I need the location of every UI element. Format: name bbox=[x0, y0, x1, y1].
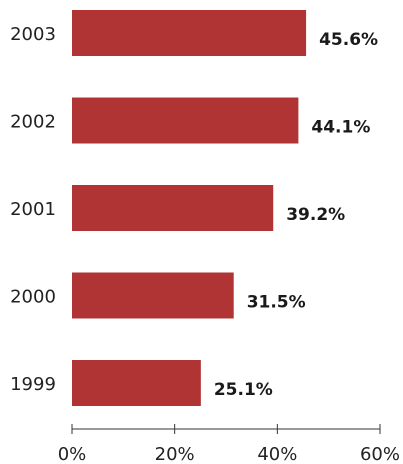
value-label-2001: 39.2% bbox=[286, 205, 345, 225]
category-label-2000: 2000 bbox=[10, 287, 56, 308]
bar-2003 bbox=[72, 10, 307, 56]
x-tick-label: 40% bbox=[257, 444, 297, 464]
value-label-2003: 45.6% bbox=[319, 30, 378, 50]
bar-1999 bbox=[72, 360, 201, 406]
category-label-2002: 2002 bbox=[10, 112, 56, 133]
category-label-2001: 2001 bbox=[10, 199, 56, 220]
category-label-2003: 2003 bbox=[10, 24, 56, 45]
bar-2000 bbox=[72, 272, 234, 319]
x-tick-label: 0% bbox=[58, 444, 87, 464]
value-label-2000: 31.5% bbox=[247, 293, 306, 313]
value-label-2002: 44.1% bbox=[311, 118, 370, 138]
bar-2002 bbox=[72, 97, 299, 144]
x-tick-label: 20% bbox=[155, 444, 195, 464]
x-tick-label: 60% bbox=[360, 444, 400, 464]
value-label-1999: 25.1% bbox=[214, 380, 273, 400]
category-label-1999: 1999 bbox=[10, 374, 56, 395]
x-axis: 0% 20% 40% 60% bbox=[58, 424, 400, 464]
labels-layer: 2003 45.6% 2002 44.1% 2001 39.2% 2000 31.5% 1999… bbox=[10, 24, 378, 400]
bar-2001 bbox=[72, 185, 274, 231]
bars-layer bbox=[72, 10, 307, 406]
